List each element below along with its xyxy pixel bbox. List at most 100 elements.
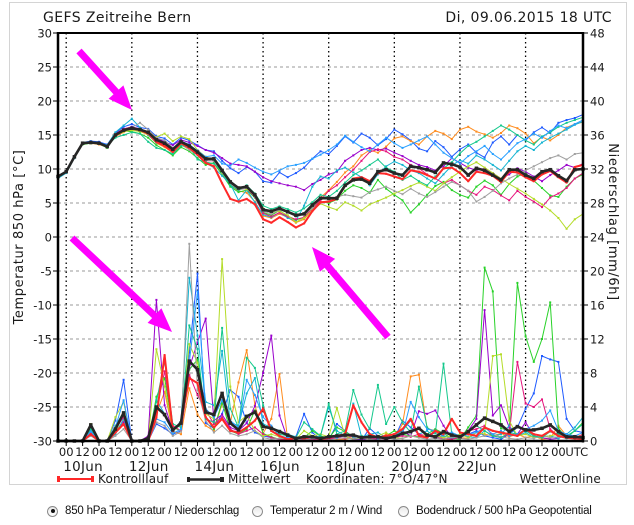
legend-mean: Mittelwert: [187, 472, 291, 486]
y-tick-label: 0: [45, 231, 52, 245]
y-tick-label: 15: [37, 129, 52, 143]
radio-button[interactable]: [398, 505, 409, 517]
y-tick-label: -10: [33, 299, 52, 313]
view-selector: 850 hPa Temperatur / Niederschlag Temper…: [0, 503, 634, 523]
arrow-head: [108, 85, 132, 110]
x-tick-label: 12: [108, 445, 123, 459]
x-date-label: 16Jun: [260, 459, 300, 475]
x-tick-label: 00: [59, 445, 74, 459]
x-date-label: 22Jun: [457, 459, 497, 475]
annotation-arrows: [69, 48, 391, 340]
chart-title: GEFS Zeitreihe Bern: [43, 10, 192, 26]
view-option-label: Bodendruck / 500 hPa Geopotential: [416, 505, 592, 517]
radio-button[interactable]: [252, 505, 263, 517]
y2-tick-label: 32: [590, 163, 605, 177]
legend-mean-label: Mittelwert: [228, 472, 291, 486]
x-tick-label: 00: [485, 445, 500, 459]
x-tick-unit: UTC: [565, 445, 588, 459]
coordinates-label: Koordinaten: 7°O/47°N: [306, 472, 448, 486]
x-tick-label: 12: [207, 445, 222, 459]
y2-tick-label: 8: [590, 367, 597, 381]
x-tick-label: 00: [92, 445, 107, 459]
legend-control-label: Kontrolllauf: [98, 472, 169, 486]
annotation-arrow-temperature-peak: [76, 48, 132, 110]
x-tick-label: 12: [174, 445, 189, 459]
x-tick-label: 12: [403, 445, 418, 459]
x-tick-label: 00: [256, 445, 271, 459]
annotation-arrow-precipitation-peak: [69, 235, 172, 332]
x-date-label: 10Jun: [63, 459, 103, 475]
y2-tick-label: 24: [590, 231, 605, 245]
y2-tick-label: 16: [590, 299, 605, 313]
precipitation-line-mittelwert: [56, 359, 585, 443]
x-tick-label: 00: [453, 445, 468, 459]
x-tick-label: 12: [469, 445, 484, 459]
y-tick-label: 10: [37, 163, 52, 177]
legend-control-cap-left: [57, 476, 60, 482]
view-option-label: Temperatur 2 m / Wind: [270, 505, 383, 517]
y-tick-label: 30: [37, 27, 52, 41]
y-tick-label: 5: [45, 197, 52, 211]
view-option-2m-temperature-wind[interactable]: Temperatur 2 m / Wind: [252, 505, 382, 517]
ensemble-chart: GEFS Zeitreihe Bern Di, 09.06.2015 18 UT…: [12, 10, 620, 486]
x-tick-label: 00: [551, 445, 566, 459]
temperature-series-group: [56, 113, 585, 230]
y2-tick-label: 40: [590, 95, 605, 109]
x-tick-label: 00: [157, 445, 172, 459]
x-tick-label: 00: [125, 445, 140, 459]
legend-mean-cap-right: [220, 477, 224, 482]
x-tick-label: 12: [535, 445, 550, 459]
y2-tick-label: 44: [590, 61, 605, 75]
x-tick-label: 12: [272, 445, 287, 459]
y-tick-label: 25: [37, 61, 52, 75]
y2-tick-label: 0: [590, 435, 597, 449]
radio-button-checked[interactable]: [47, 505, 58, 517]
legend-mean-cap-left: [187, 477, 190, 482]
y-tick-label: 20: [37, 95, 52, 109]
y-tick-label: -5: [41, 265, 52, 279]
x-tick-label: 00: [321, 445, 336, 459]
x-tick-label: 00: [354, 445, 369, 459]
arrow-shaft: [69, 235, 159, 320]
x-tick-label: 12: [502, 445, 517, 459]
y2-tick-label: 48: [590, 27, 605, 41]
x-tick-label: 12: [338, 445, 353, 459]
x-tick-label: 12: [141, 445, 156, 459]
brand-label: WetterOnline: [520, 472, 601, 486]
legend-control-cap-right: [91, 476, 94, 482]
y-tick-label: -30: [33, 435, 52, 449]
arrow-head: [147, 308, 172, 332]
x-date-label: 18Jun: [326, 459, 366, 475]
y-axis-title: Temperatur 850 hPa [°C]: [12, 150, 27, 326]
y2-tick-label: 4: [590, 401, 597, 415]
x-tick-label: 00: [387, 445, 402, 459]
y2-axis-title: Niederschlag [mm/6h]: [605, 143, 620, 300]
y2-tick-label: 12: [590, 333, 605, 347]
y-tick-label: -25: [33, 401, 52, 415]
y2-tick-label: 20: [590, 265, 605, 279]
y-tick-label: -15: [33, 333, 52, 347]
x-tick-label: 00: [190, 445, 205, 459]
grid: [58, 33, 583, 441]
y2-tick-label: 28: [590, 197, 605, 211]
x-tick-label: 00: [223, 445, 238, 459]
axis-labels: 302520151050-5-10-15-20-25-3048444036322…: [33, 27, 604, 476]
x-tick-label: 12: [305, 445, 320, 459]
x-tick-label: 12: [239, 445, 254, 459]
view-option-850hpa-temperature-precipitation[interactable]: 850 hPa Temperatur / Niederschlag: [47, 505, 239, 517]
arrow-shaft: [76, 48, 121, 97]
x-tick-label: 00: [420, 445, 435, 459]
x-tick-label: 12: [371, 445, 386, 459]
annotation-arrow-temperature-minimum: [312, 247, 391, 340]
arrow-head: [312, 247, 336, 272]
legend: Kontrolllauf Mittelwert Koordinaten: 7°O…: [57, 472, 601, 486]
view-option-pressure-geopotential[interactable]: Bodendruck / 500 hPa Geopotential: [398, 505, 592, 517]
run-time: Di, 09.06.2015 18 UTC: [445, 10, 612, 26]
y-tick-label: -20: [33, 367, 52, 381]
x-tick-label: 00: [518, 445, 533, 459]
x-date-label: 12Jun: [129, 459, 169, 475]
view-option-label: 850 hPa Temperatur / Niederschlag: [65, 505, 240, 517]
arrow-shaft: [323, 261, 391, 340]
x-tick-label: 12: [436, 445, 451, 459]
legend-control: Kontrolllauf: [57, 472, 169, 486]
